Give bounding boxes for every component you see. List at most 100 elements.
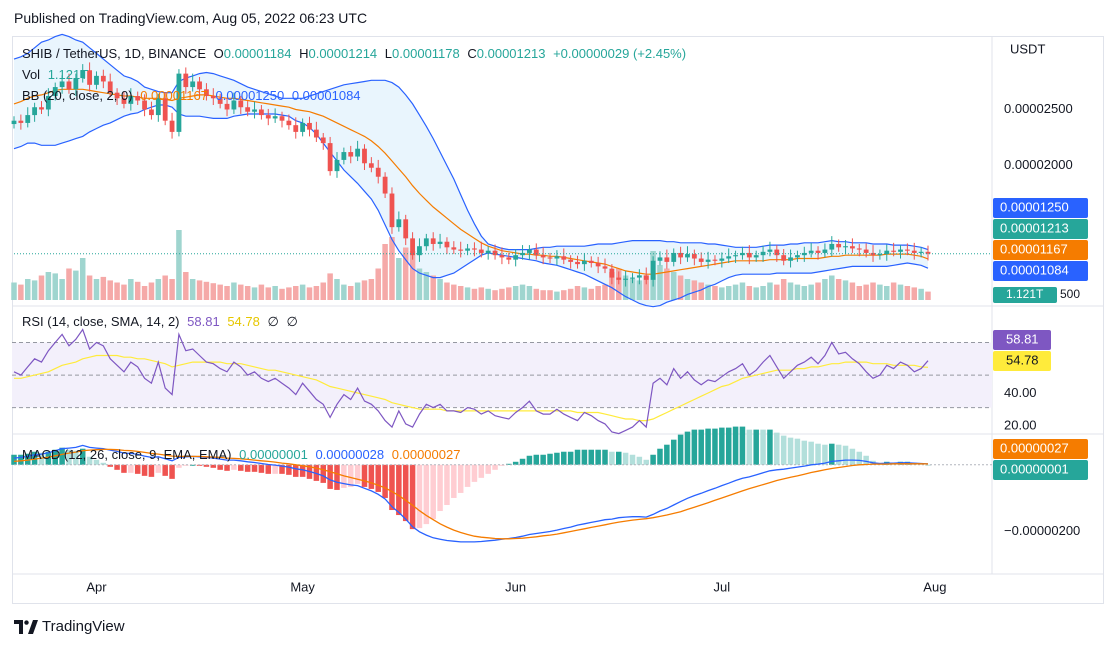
macd-hist-bar <box>499 464 505 466</box>
volume-bar <box>877 284 883 300</box>
volume-bar <box>451 284 457 300</box>
candle-body <box>891 250 897 252</box>
candle-body <box>561 256 567 260</box>
candle-body <box>32 107 38 116</box>
candle <box>904 243 910 256</box>
high-value: 0.00001214 <box>308 46 378 61</box>
candle <box>210 88 216 105</box>
volume-bar <box>279 288 285 300</box>
candle-body <box>472 248 477 250</box>
candle <box>18 114 24 130</box>
candle <box>678 246 684 265</box>
macd-hist-bar <box>189 464 196 466</box>
candle-body <box>204 89 209 97</box>
candle <box>430 232 436 251</box>
volume-bar <box>684 279 691 300</box>
candle-body <box>320 137 326 144</box>
candle <box>664 249 670 269</box>
rsi-ma-line <box>14 354 929 422</box>
macd-tick-label: −0.00000200 <box>1004 523 1080 538</box>
candle <box>726 248 732 264</box>
candle <box>740 246 745 260</box>
candle <box>320 133 326 150</box>
macd-hist-bar <box>169 464 175 479</box>
candle <box>527 245 532 260</box>
candles <box>11 62 931 287</box>
volume-bar <box>835 279 842 300</box>
volume-bar <box>45 272 52 300</box>
candle-body <box>128 96 134 104</box>
candle-body <box>602 266 608 269</box>
macd-hist-bar <box>725 427 732 465</box>
volume-bar <box>897 284 904 300</box>
candle <box>808 242 814 258</box>
macd-line-value: 0.00000028 <box>315 447 385 462</box>
volume-bar <box>457 286 464 300</box>
volume-bar <box>375 268 381 300</box>
macd-hist-bar <box>492 464 498 470</box>
volume-bar <box>93 279 100 300</box>
candle-body <box>375 167 381 177</box>
candle <box>712 255 718 266</box>
macd-hist-bar <box>767 429 773 465</box>
candle-body <box>712 259 718 261</box>
volume-bar <box>361 280 368 300</box>
candle-body <box>423 238 429 247</box>
candle <box>650 256 656 287</box>
ohlc-open: O0.00001184 <box>214 46 292 61</box>
candle-body <box>581 260 587 265</box>
high-label: H <box>299 46 309 61</box>
candle-body <box>368 163 374 168</box>
candle <box>877 249 883 260</box>
candle-body <box>568 259 574 262</box>
macd-label: MACD (12, 26, close, 9, EMA, EMA) <box>22 447 232 462</box>
volume-bar <box>643 275 649 300</box>
candle <box>59 75 65 94</box>
volume-bar <box>224 286 230 300</box>
volume-bar <box>622 275 629 300</box>
macd-hist-bar <box>719 427 725 465</box>
volume-bar <box>760 286 766 300</box>
candle-body <box>643 275 649 280</box>
macd-hist-bar <box>134 464 141 474</box>
volume-bar <box>925 291 931 300</box>
macd-hist-bar <box>141 464 148 476</box>
candle <box>389 187 395 234</box>
candle-body <box>389 193 395 228</box>
candle <box>423 233 429 251</box>
candle-body <box>554 256 560 259</box>
volume-bar <box>464 287 471 300</box>
candle <box>307 116 312 137</box>
candle <box>444 237 450 255</box>
volume-bar <box>849 282 856 300</box>
macd-hist-bar <box>609 451 615 465</box>
macd-hist-bar <box>59 447 65 465</box>
time-tick-label: Jun <box>505 579 526 594</box>
candle <box>554 250 560 266</box>
volume-bar <box>24 279 31 300</box>
macd-hist-bar <box>148 464 155 477</box>
macd-hist-bar <box>128 464 134 473</box>
candle-body <box>527 249 532 253</box>
volume-bar <box>492 290 498 300</box>
macd-hist-bar <box>478 464 485 478</box>
volume-bar <box>526 286 533 300</box>
candle <box>843 240 848 255</box>
candle <box>458 241 464 258</box>
rsi-tick-label: 40.00 <box>1004 385 1037 400</box>
candle-body <box>588 260 594 264</box>
symbol-legend: SHIB / TetherUS, 1D, BINANCE O0.00001184… <box>22 46 690 61</box>
candle-body <box>313 129 319 138</box>
volume-bar <box>705 284 711 300</box>
candle <box>183 67 189 94</box>
volume-bar <box>155 279 162 300</box>
time-tick-label: Aug <box>923 579 946 594</box>
candle-body <box>836 243 842 248</box>
volume-bar <box>66 268 72 300</box>
candle-body <box>73 78 79 90</box>
macd-hist-bar <box>416 464 423 529</box>
candle <box>252 101 257 119</box>
candle-body <box>94 75 99 85</box>
candle <box>293 117 299 139</box>
